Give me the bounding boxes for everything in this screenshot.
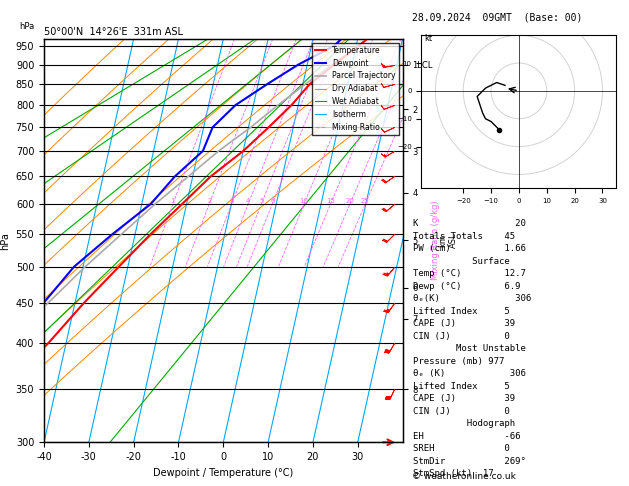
Text: kt: kt [424,34,432,43]
Text: 15: 15 [326,198,335,204]
Text: 20: 20 [345,198,354,204]
Text: 5: 5 [259,198,264,204]
Text: 25: 25 [361,198,370,204]
Y-axis label: km
ASL: km ASL [438,233,458,248]
Text: 6: 6 [270,198,274,204]
Y-axis label: hPa: hPa [0,232,10,249]
Text: Mixing Ratio (g/kg): Mixing Ratio (g/kg) [431,201,440,280]
Legend: Temperature, Dewpoint, Parcel Trajectory, Dry Adiabat, Wet Adiabat, Isotherm, Mi: Temperature, Dewpoint, Parcel Trajectory… [311,43,399,135]
Text: K                  20
Totals Totals    45
PW (cm)          1.66
           Surfa: K 20 Totals Totals 45 PW (cm) 1.66 Surfa [413,219,574,478]
Text: 4: 4 [246,198,250,204]
Text: © weatheronline.co.uk: © weatheronline.co.uk [412,472,516,481]
Text: 2: 2 [207,198,211,204]
Text: 50°00'N  14°26'E  331m ASL: 50°00'N 14°26'E 331m ASL [44,27,183,37]
Text: 28.09.2024  09GMT  (Base: 00): 28.09.2024 09GMT (Base: 00) [412,12,582,22]
Text: 10: 10 [299,198,309,204]
Text: 3: 3 [230,198,234,204]
X-axis label: Dewpoint / Temperature (°C): Dewpoint / Temperature (°C) [153,468,293,478]
Text: hPa: hPa [19,22,34,31]
Text: 1: 1 [170,198,175,204]
